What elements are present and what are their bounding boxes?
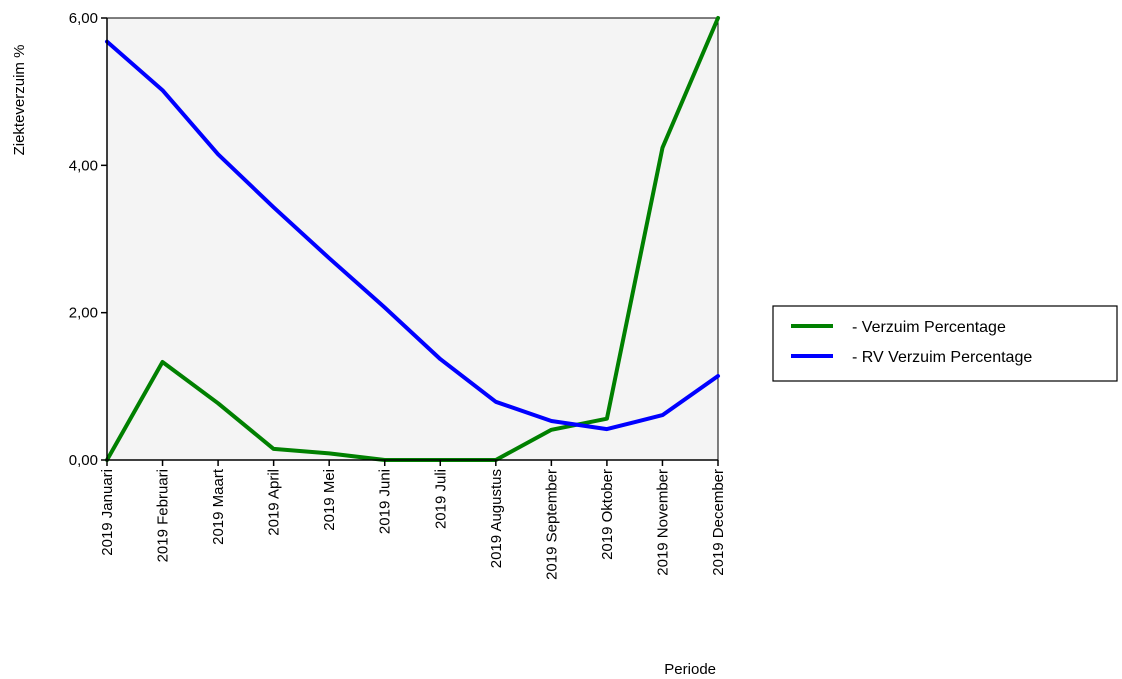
x-tick-label: 2019 Juli bbox=[432, 469, 449, 529]
y-axis-title: Ziekteverzuim % bbox=[11, 45, 28, 156]
series-line-2 bbox=[105, 39, 720, 432]
x-tick-label: 2019 Februari bbox=[155, 469, 172, 562]
y-tick-label: 6,00 bbox=[69, 10, 98, 27]
y-tick-label: 2,00 bbox=[69, 305, 98, 322]
x-tick-label: 2019 Juni bbox=[377, 469, 394, 534]
legend: - Verzuim Percentage - RV Verzuim Percent… bbox=[772, 305, 1118, 382]
legend-label: - RV Verzuim Percentage bbox=[852, 349, 1032, 366]
x-axis-ticks: 2019 Januari 2019 Februari 2019 Maart 2019 … bbox=[99, 460, 727, 580]
legend-box bbox=[772, 305, 1118, 382]
x-tick-label: 2019 November bbox=[654, 469, 671, 576]
y-tick-label: 4,00 bbox=[69, 157, 98, 174]
x-tick-label: 2019 Maart bbox=[210, 468, 227, 545]
plot-area bbox=[106, 17, 719, 461]
y-axis-ticks: 0,00 2,00 4,00 6,00 bbox=[69, 10, 107, 469]
x-tick-label: 2019 September bbox=[543, 469, 560, 580]
x-tick-label: 2019 December bbox=[710, 469, 727, 576]
x-tick-label: 2019 Augustus bbox=[488, 469, 505, 568]
x-axis-title: Periode bbox=[664, 661, 716, 678]
x-tick-label: 2019 Oktober bbox=[599, 469, 616, 560]
x-tick-label: 2019 Mei bbox=[321, 469, 338, 531]
y-tick-label: 0,00 bbox=[69, 452, 98, 469]
legend-label: - Verzuim Percentage bbox=[852, 319, 1006, 336]
x-tick-label: 2019 April bbox=[266, 469, 283, 536]
x-tick-label: 2019 Januari bbox=[99, 469, 116, 556]
